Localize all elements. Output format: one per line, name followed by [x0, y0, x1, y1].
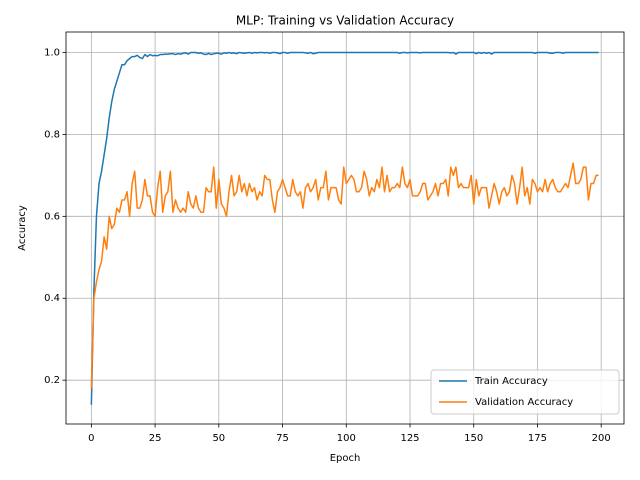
y-tick-label: 0.6 [44, 211, 60, 222]
x-tick-label: 175 [528, 433, 547, 444]
y-tick-label: 1.0 [44, 47, 60, 58]
x-tick-label: 50 [212, 433, 225, 444]
x-tick-label: 125 [400, 433, 419, 444]
legend: Train Accuracy Validation Accuracy [430, 369, 620, 415]
chart-title: MLP: Training vs Validation Accuracy [236, 14, 454, 28]
x-tick-label: 200 [592, 433, 611, 444]
x-tick-label: 0 [88, 433, 94, 444]
legend-box [430, 369, 620, 415]
x-tick-label: 75 [276, 433, 289, 444]
x-axis-label: Epoch [330, 453, 361, 464]
legend-label: Validation Accuracy [475, 397, 573, 408]
y-tick-label: 0.4 [44, 293, 60, 304]
x-tick-label: 25 [149, 433, 162, 444]
series-line [90, 162, 599, 389]
legend-label: Train Accuracy [474, 376, 548, 387]
series-line [90, 51, 599, 405]
x-tick-label: 150 [464, 433, 483, 444]
y-tick-label: 0.2 [44, 375, 60, 386]
x-tick-label: 100 [337, 433, 356, 444]
y-tick-label: 0.8 [44, 129, 60, 140]
y-axis-label: Accuracy [17, 205, 28, 251]
axes-frame [65, 31, 625, 425]
